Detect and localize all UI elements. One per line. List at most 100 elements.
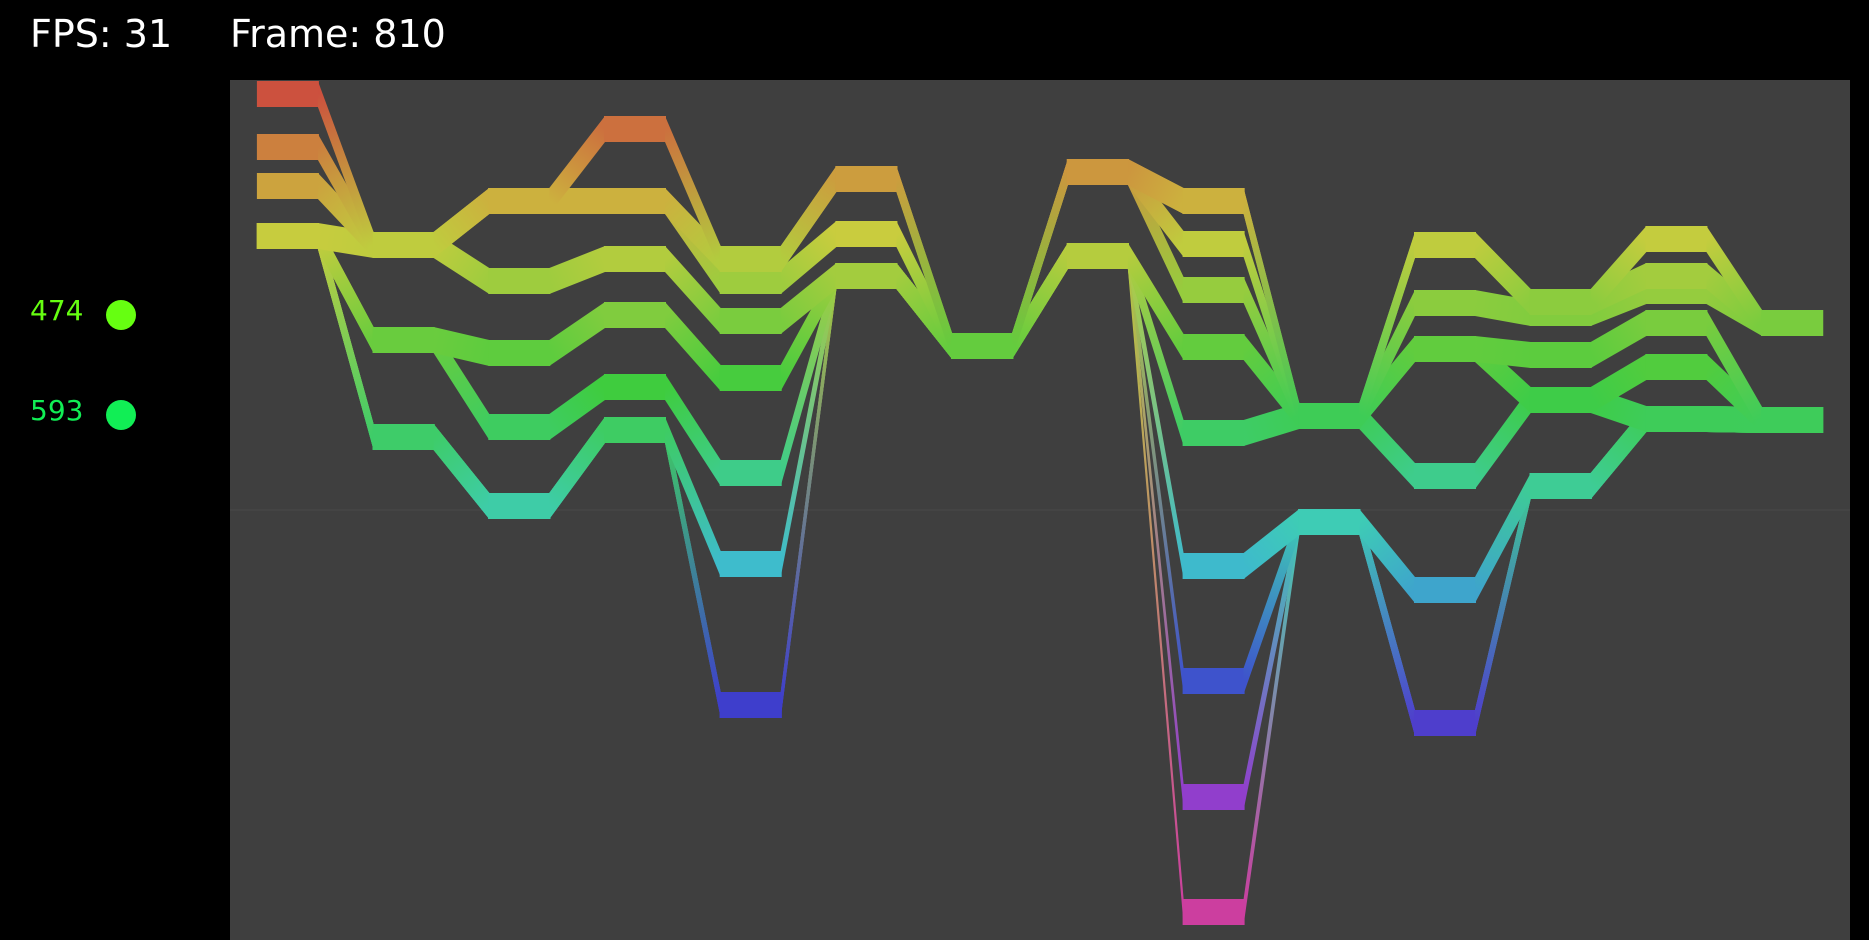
line-segment: [780, 221, 837, 294]
data-point: [1414, 336, 1476, 362]
data-point: [1529, 473, 1592, 499]
line-segment: [780, 263, 837, 577]
line-chart: [230, 81, 1850, 925]
legend-value: 593: [30, 394, 84, 427]
line-segment: [1127, 243, 1184, 694]
series-line: [256, 81, 1824, 429]
line-segment: [1243, 509, 1300, 925]
line-segment: [1590, 263, 1647, 315]
line-segment: [1475, 473, 1531, 736]
line-segment: [1706, 310, 1763, 433]
line-segment: [1359, 509, 1415, 736]
data-point: [1066, 243, 1129, 269]
data-point: [1645, 354, 1708, 380]
data-point: [1529, 342, 1592, 368]
line-segment: [317, 173, 374, 258]
data-point: [256, 223, 319, 249]
line-segment: [549, 374, 605, 440]
legend-value: 474: [30, 294, 84, 327]
data-point: [604, 302, 666, 328]
line-segment: [1243, 334, 1300, 429]
data-point: [1529, 387, 1592, 413]
fps-counter: FPS: 31: [30, 12, 172, 56]
data-point: [1645, 406, 1708, 432]
line-segment: [317, 81, 374, 258]
data-point: [1645, 310, 1708, 336]
line-segment: [549, 417, 605, 519]
line-segment: [665, 417, 721, 718]
data-point: [1182, 334, 1245, 360]
line-segment: [1127, 243, 1184, 579]
data-point: [1761, 407, 1824, 433]
line-segment: [1706, 354, 1763, 433]
line-segment: [1359, 336, 1415, 429]
data-point: [835, 263, 898, 289]
data-point: [1182, 553, 1245, 579]
line-segment: [1475, 473, 1531, 603]
line-segment: [1243, 509, 1300, 810]
data-point: [1182, 231, 1245, 257]
data-point: [1414, 232, 1476, 258]
data-point: [719, 692, 782, 718]
data-point: [488, 188, 551, 214]
line-segment: [1359, 232, 1415, 429]
line-segment: [1475, 387, 1531, 489]
line-segment: [1359, 403, 1415, 489]
data-point: [256, 134, 319, 160]
line-segment: [1590, 354, 1647, 413]
data-point: [1645, 263, 1708, 289]
data-point: [1182, 784, 1245, 810]
line-segment: [665, 417, 721, 577]
data-point: [1414, 290, 1476, 316]
line-segment: [1243, 403, 1300, 446]
data-point: [1066, 159, 1129, 185]
data-point: [719, 551, 782, 577]
line-segment: [665, 374, 721, 486]
line-segment: [1475, 232, 1531, 315]
line-segment: [665, 188, 721, 272]
line-segment: [896, 221, 953, 359]
line-segment: [780, 263, 837, 334]
data-point: [372, 232, 435, 258]
line-segment: [1127, 243, 1184, 360]
data-point: [1298, 509, 1361, 535]
data-point: [488, 268, 551, 294]
data-point: [719, 268, 782, 294]
line-segment: [1243, 231, 1300, 429]
line-segment: [896, 166, 953, 359]
data-point: [488, 340, 551, 366]
line-segment: [433, 188, 490, 258]
data-point: [1414, 710, 1476, 736]
line-segment: [549, 116, 605, 214]
frame-counter: Frame: 810: [230, 12, 446, 56]
legend-dot-icon: [106, 300, 136, 330]
fps-label: FPS:: [30, 12, 112, 56]
data-point: [1645, 226, 1708, 252]
line-segment: [317, 223, 374, 450]
data-point: [835, 166, 898, 192]
line-segment: [1243, 509, 1300, 694]
line-segment: [1475, 336, 1531, 368]
line-segment: [896, 263, 953, 359]
line-segment: [1012, 243, 1068, 359]
series-line: [256, 223, 1824, 925]
line-segment: [1359, 509, 1415, 603]
data-point: [256, 173, 319, 199]
data-point: [372, 327, 435, 353]
legend-dot-icon: [106, 400, 136, 430]
data-point: [1182, 420, 1245, 446]
line-segment: [1706, 226, 1763, 336]
line-segment: [549, 302, 605, 366]
line-segment: [1243, 509, 1300, 579]
data-point: [604, 246, 666, 272]
line-segment: [1359, 290, 1415, 429]
line-segment: [780, 263, 837, 718]
data-point: [372, 424, 435, 450]
data-point: [951, 333, 1014, 359]
line-segment: [433, 327, 490, 366]
data-point: [719, 460, 782, 486]
data-point: [1298, 403, 1361, 429]
data-point: [719, 365, 782, 391]
line-segment: [665, 302, 721, 391]
line-segment: [780, 166, 837, 272]
